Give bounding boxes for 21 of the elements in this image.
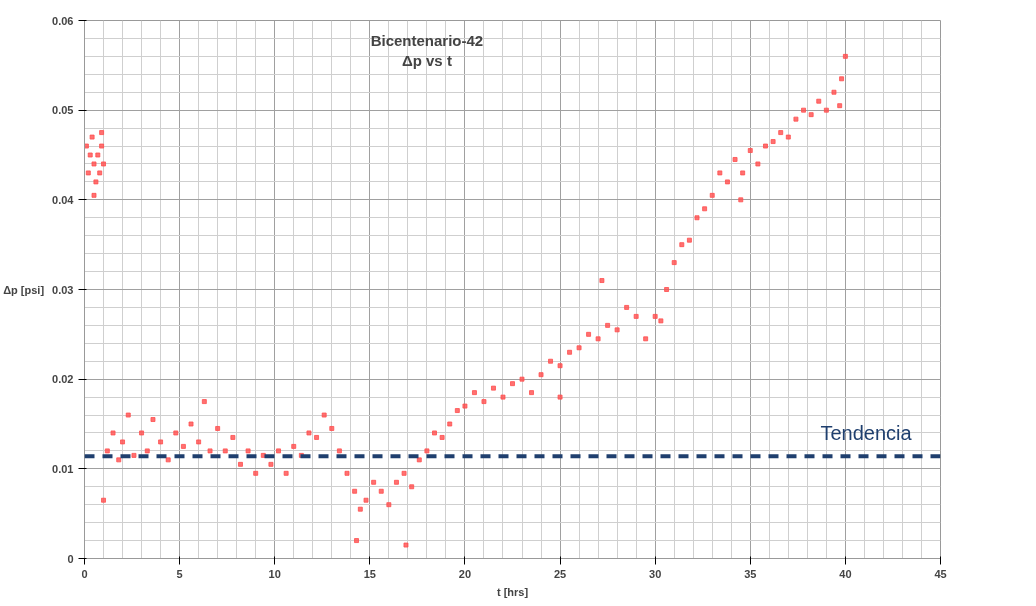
y-tick-label: 0.03 bbox=[52, 283, 74, 296]
x-tick-label: 35 bbox=[744, 567, 757, 580]
y-tick-label: 0.04 bbox=[52, 193, 75, 206]
x-tick-label: 30 bbox=[649, 567, 662, 580]
x-tick-label: 20 bbox=[458, 567, 472, 580]
ref-line-label: Tendencia bbox=[820, 422, 913, 445]
y-tick-label: 0 bbox=[67, 552, 74, 565]
x-tick-label: 40 bbox=[839, 567, 852, 580]
text: Bicentenario-42 Δp vs t bbox=[370, 32, 484, 69]
y-tick-label: 0.01 bbox=[52, 462, 74, 475]
y-tick-label: 0.06 bbox=[52, 14, 74, 27]
x-tick-label: 15 bbox=[363, 567, 376, 580]
x-tick-label: 0 bbox=[81, 567, 88, 580]
x-tick-label: 45 bbox=[934, 567, 947, 580]
y-tick-label: 0.05 bbox=[52, 104, 74, 117]
y-tick-label: 0.02 bbox=[52, 373, 74, 386]
x-axis-title: t [hrs] bbox=[496, 585, 529, 598]
x-tick-label: 5 bbox=[176, 567, 183, 580]
y-axis-title: Δp [psi] bbox=[3, 283, 45, 296]
x-tick-label: 10 bbox=[268, 567, 281, 580]
x-tick-label: 25 bbox=[553, 567, 567, 580]
